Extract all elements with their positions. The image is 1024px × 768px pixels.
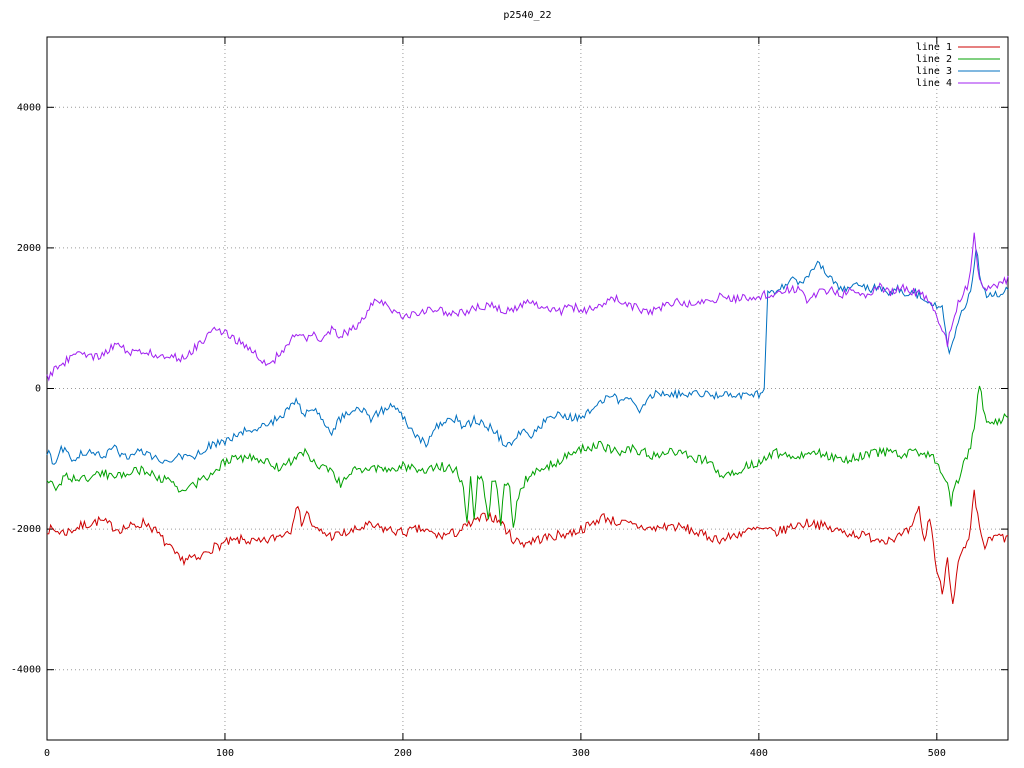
x-tick-label: 100 bbox=[216, 748, 234, 759]
legend-label: line 4 bbox=[916, 78, 952, 89]
y-tick-label: 4000 bbox=[17, 102, 41, 113]
series-line-3 bbox=[46, 249, 1009, 465]
legend-label: line 3 bbox=[916, 66, 952, 77]
y-tick-label: 0 bbox=[35, 384, 41, 395]
legend-label: line 2 bbox=[916, 54, 952, 65]
chart-title: p2540_22 bbox=[503, 10, 552, 21]
series-line-1 bbox=[46, 489, 1009, 604]
x-tick-label: 400 bbox=[750, 748, 768, 759]
plot-border bbox=[46, 36, 1009, 741]
x-tick-label: 500 bbox=[928, 748, 946, 759]
series-line-2 bbox=[46, 385, 1009, 528]
series-line-4 bbox=[46, 232, 1009, 382]
x-tick-label: 300 bbox=[572, 748, 590, 759]
x-tick-label: 200 bbox=[394, 748, 412, 759]
legend-label: line 1 bbox=[916, 42, 952, 53]
x-tick-label: 0 bbox=[44, 748, 50, 759]
y-tick-label: -2000 bbox=[11, 524, 41, 535]
y-tick-label: -4000 bbox=[11, 665, 41, 676]
y-tick-label: 2000 bbox=[17, 243, 41, 254]
